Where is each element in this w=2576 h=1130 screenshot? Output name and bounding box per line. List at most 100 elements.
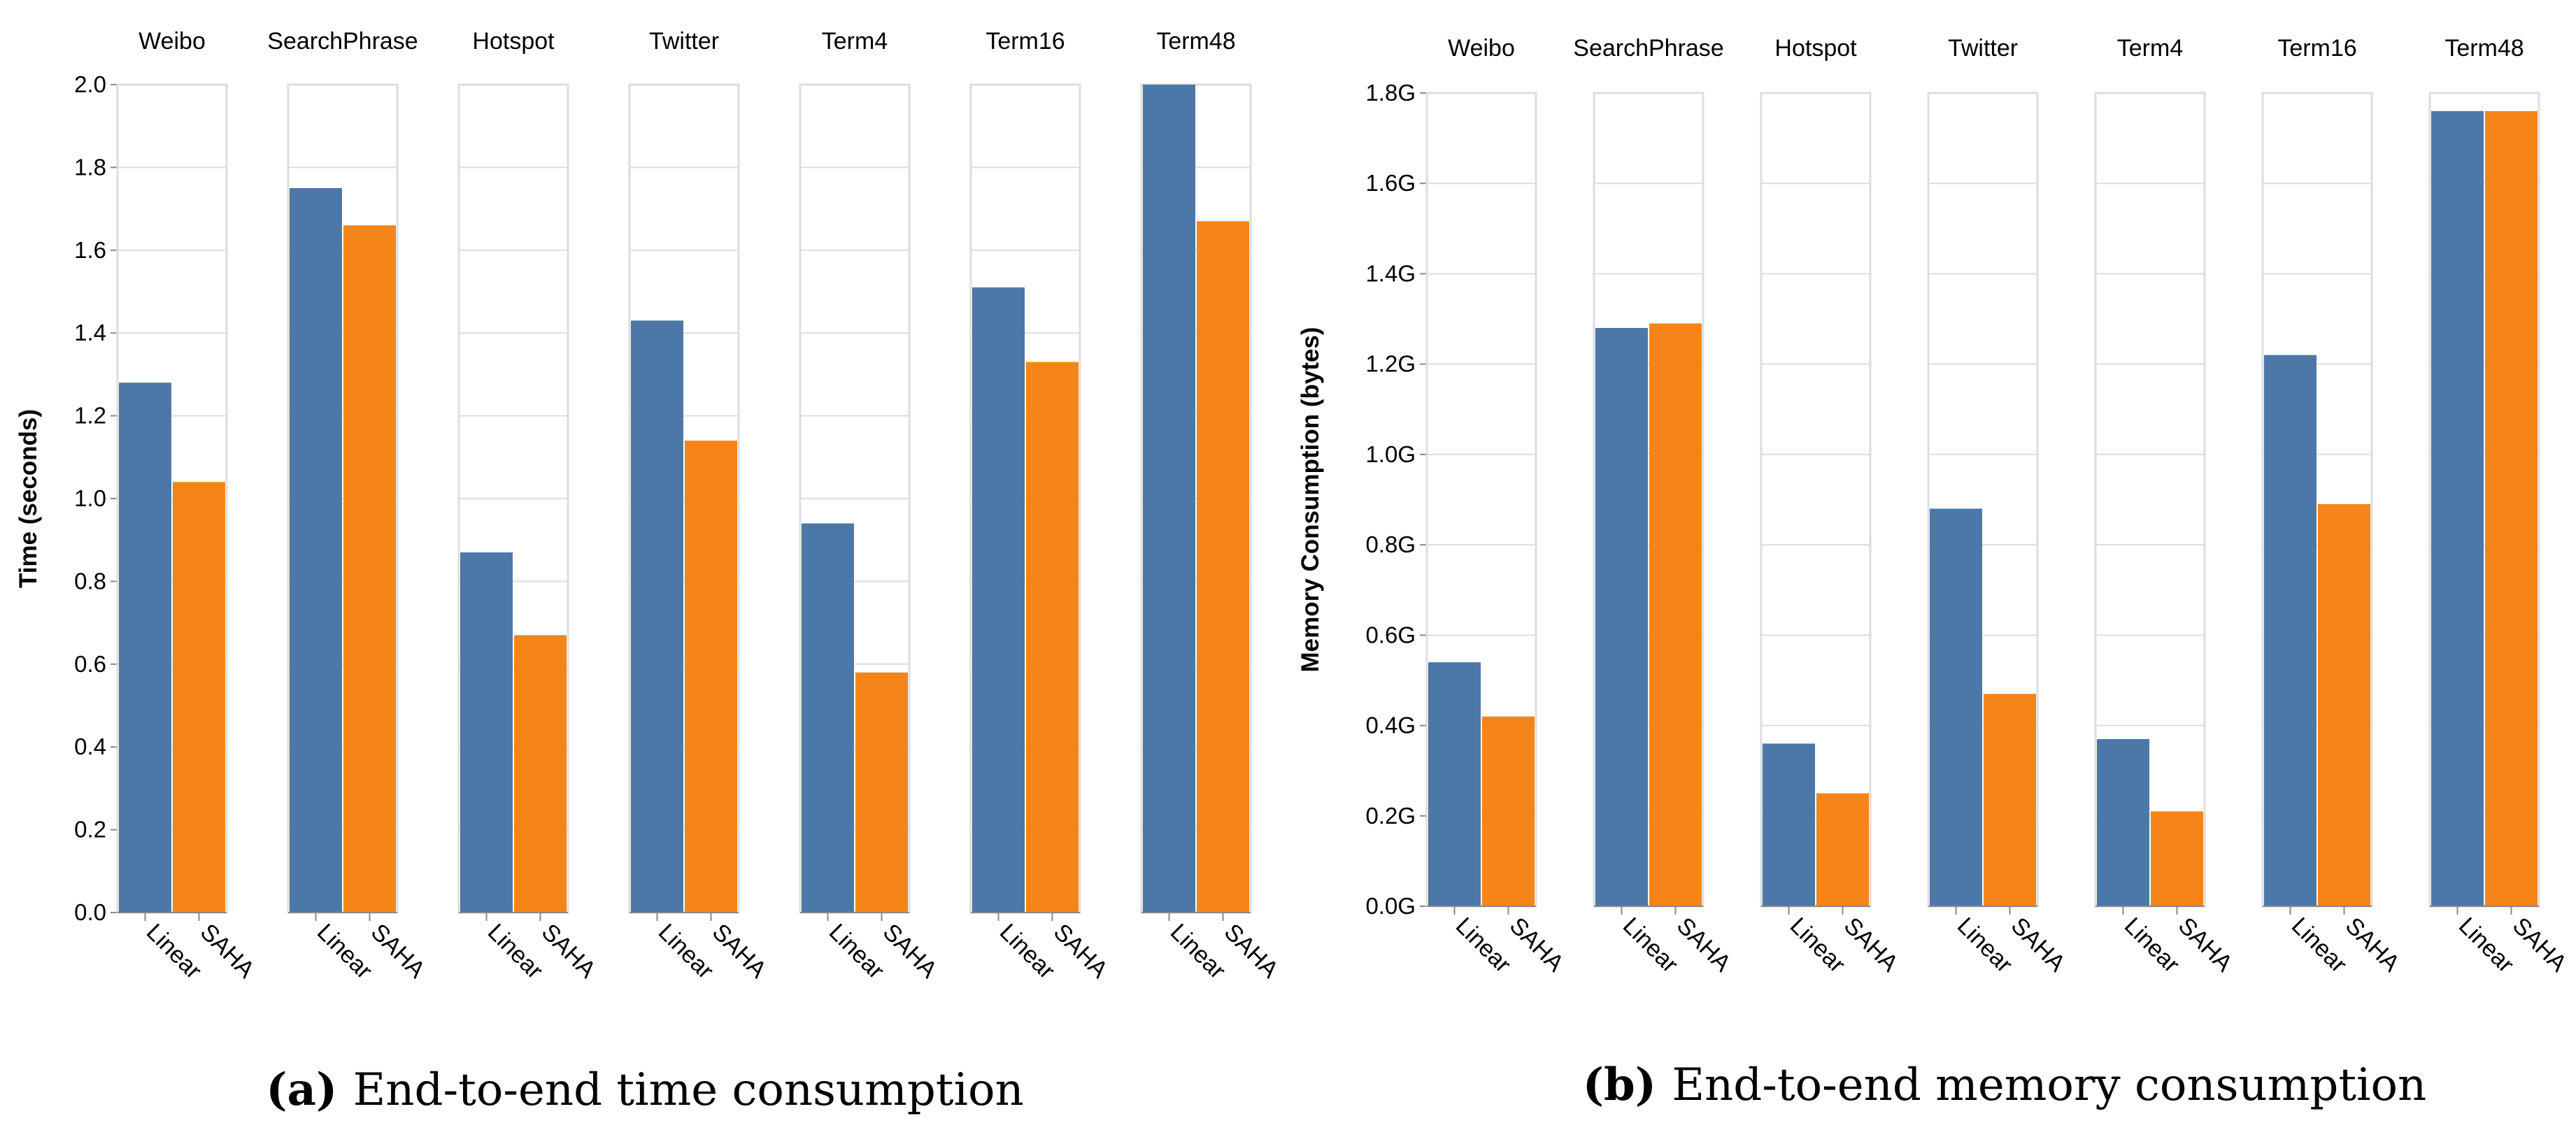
facet-title-term16: Term16 — [985, 28, 1065, 55]
x-tick-label-linear: Linear — [1785, 913, 1851, 978]
y-tick-label: 1.2 — [74, 403, 106, 429]
facet-title-twitter: Twitter — [1948, 35, 2018, 62]
x-tick-label-saha: SAHA — [1504, 913, 1570, 978]
facet-title-weibo: Weibo — [1448, 35, 1515, 62]
x-tick-label-linear: Linear — [824, 919, 890, 985]
chart-panel-time: 0.0 0.2 0.4 0.6 0.8 1.0 1.2 1.4 1.6 1.8 2.0 Time (s… — [15, 28, 1283, 1116]
x-tick-label-saha: SAHA — [2173, 913, 2238, 978]
facet-title-term48: Term48 — [2445, 35, 2524, 62]
bar-saha-searchphrase — [343, 225, 396, 913]
bar-linear-weibo — [1428, 662, 1481, 906]
bar-saha-term48 — [1197, 221, 1249, 913]
facet-title-term4: Term4 — [2117, 35, 2183, 62]
y-tick-label: 1.2G — [1365, 351, 1416, 377]
y-tick-label: 1.6G — [1365, 170, 1416, 196]
bar-saha-term16 — [2318, 503, 2370, 906]
facet-title-searchphrase: SearchPhrase — [267, 28, 418, 55]
x-tick-label-linear: Linear — [2286, 913, 2352, 978]
bar-saha-term4 — [2151, 811, 2203, 906]
facet-title-term16: Term16 — [2277, 35, 2356, 62]
y-tick-label: 0.0 — [74, 899, 106, 925]
y-tick-label: 0.2G — [1365, 803, 1416, 829]
x-tick-label-linear: Linear — [2119, 913, 2185, 978]
bar-linear-hotspot — [460, 552, 513, 913]
x-tick-label-linear: Linear — [1952, 913, 2018, 978]
x-tick-label-saha: SAHA — [1672, 913, 1737, 978]
y-tick-label: 1.0 — [74, 485, 106, 511]
y-tick-label: 0.8 — [74, 568, 106, 594]
bar-linear-term16 — [972, 287, 1025, 913]
caption-panel-label: (a) — [266, 1064, 353, 1116]
bar-saha-term4 — [855, 672, 908, 913]
bar-linear-term4 — [2097, 738, 2149, 906]
y-tick-label: 1.8 — [74, 154, 106, 180]
x-tick-label-linear: Linear — [312, 919, 378, 985]
bar-linear-weibo — [119, 382, 171, 913]
bar-saha-twitter — [1984, 694, 2036, 906]
x-tick-label-linear: Linear — [2454, 913, 2519, 978]
bar-saha-searchphrase — [1649, 323, 1702, 906]
y-tick-label: 1.8G — [1365, 80, 1416, 106]
facet-title-weibo: Weibo — [138, 28, 206, 55]
bar-saha-weibo — [173, 482, 225, 913]
y-tick-label: 1.4 — [74, 320, 106, 345]
facet-title-term4: Term4 — [822, 28, 888, 55]
x-tick-label-saha: SAHA — [366, 919, 431, 984]
x-tick-label-saha: SAHA — [536, 919, 602, 984]
bar-linear-term48 — [2431, 110, 2484, 906]
caption-text: End-to-end time consumption — [353, 1064, 1024, 1116]
bar-linear-searchphrase — [290, 188, 342, 913]
x-tick-label-saha: SAHA — [1048, 919, 1113, 984]
facet-title-hotspot: Hotspot — [472, 28, 555, 55]
facet-title-twitter: Twitter — [649, 28, 719, 55]
chart-panel-memory: 0.0G 0.2G 0.4G 0.6G 0.8G 1.0G 1.2G 1.4G 1.6G 1.8G… — [1297, 35, 2572, 1111]
facet-title-term48: Term48 — [1156, 28, 1235, 55]
caption-panel-label: (b) — [1583, 1059, 1672, 1111]
y-axis-title: Memory Consumption (bytes) — [1297, 327, 1324, 673]
bar-linear-twitter — [631, 320, 683, 913]
figure-caption: (a) End-to-end time consumption — [266, 1064, 1023, 1116]
y-tick-label: 1.4G — [1365, 260, 1416, 286]
bar-saha-term16 — [1026, 362, 1079, 913]
x-tick-label-linear: Linear — [483, 919, 548, 985]
bar-linear-term16 — [2264, 355, 2317, 906]
figure-caption: (b) End-to-end memory consumption — [1583, 1059, 2427, 1111]
x-tick-label-saha: SAHA — [2507, 913, 2573, 978]
x-tick-label-saha: SAHA — [2340, 913, 2405, 978]
bar-linear-term4 — [802, 523, 854, 913]
y-tick-label: 0.6G — [1365, 622, 1416, 648]
bar-saha-hotspot — [514, 635, 567, 913]
x-tick-label-saha: SAHA — [878, 919, 943, 984]
x-tick-label-linear: Linear — [653, 919, 719, 985]
x-tick-label-saha: SAHA — [2006, 913, 2071, 978]
x-tick-label-saha: SAHA — [707, 919, 772, 984]
x-tick-label-linear: Linear — [141, 919, 207, 985]
x-tick-label-linear: Linear — [1618, 913, 1684, 978]
y-tick-label: 0.6 — [74, 651, 106, 677]
x-tick-label-linear: Linear — [1165, 919, 1231, 985]
y-tick-label: 0.2 — [74, 817, 106, 843]
bar-linear-hotspot — [1763, 743, 1815, 906]
bar-saha-hotspot — [1816, 793, 1869, 906]
bar-linear-searchphrase — [1595, 327, 1648, 906]
x-tick-label-linear: Linear — [995, 919, 1060, 985]
bar-saha-term48 — [2485, 110, 2538, 906]
y-tick-label: 1.0G — [1365, 441, 1416, 467]
y-tick-label: 0.4 — [74, 734, 106, 759]
x-tick-label-linear: Linear — [1451, 913, 1516, 978]
x-tick-label-saha: SAHA — [1839, 913, 1904, 978]
caption-text: End-to-end memory consumption — [1672, 1059, 2426, 1111]
bar-linear-term48 — [1143, 85, 1195, 913]
y-tick-label: 0.0G — [1365, 893, 1416, 919]
facet-title-searchphrase: SearchPhrase — [1573, 35, 1723, 62]
bar-linear-twitter — [1930, 508, 1982, 906]
bar-saha-weibo — [1482, 716, 1535, 906]
x-tick-label-saha: SAHA — [1219, 919, 1284, 984]
facet-title-hotspot: Hotspot — [1774, 35, 1857, 62]
y-tick-label: 1.6 — [74, 237, 106, 263]
bar-saha-twitter — [685, 441, 737, 913]
y-axis-title: Time (seconds) — [15, 409, 42, 588]
y-tick-label: 0.8G — [1365, 531, 1416, 557]
y-tick-label: 0.4G — [1365, 713, 1416, 738]
